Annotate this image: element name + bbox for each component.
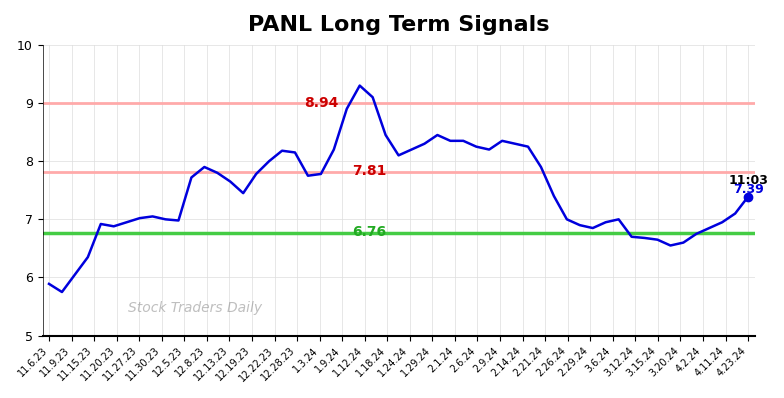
Text: 8.94: 8.94 <box>303 96 338 109</box>
Title: PANL Long Term Signals: PANL Long Term Signals <box>248 15 550 35</box>
Text: 7.81: 7.81 <box>352 164 387 178</box>
Text: Stock Traders Daily: Stock Traders Daily <box>128 301 262 315</box>
Text: 11:03: 11:03 <box>728 174 768 187</box>
Text: 6.76: 6.76 <box>352 225 387 239</box>
Text: 7.39: 7.39 <box>733 183 764 195</box>
